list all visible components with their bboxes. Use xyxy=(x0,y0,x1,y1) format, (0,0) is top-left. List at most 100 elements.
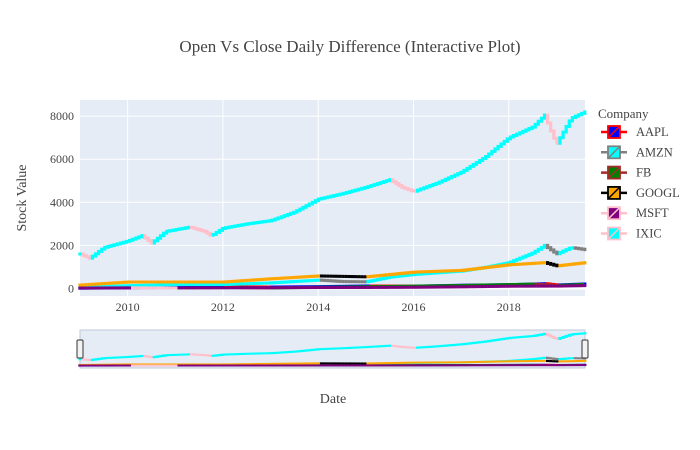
googl-slider-candle xyxy=(583,359,587,362)
googl-slider-candle xyxy=(189,363,194,366)
amzn-slider-candle xyxy=(536,357,540,360)
googl-slider-candle xyxy=(323,362,327,365)
googl-candle xyxy=(425,270,429,274)
ixic-slider-candle xyxy=(468,342,472,345)
googl-candle xyxy=(375,274,379,278)
amzn-candle xyxy=(530,251,534,256)
msft-slider-candle xyxy=(422,364,426,367)
googl-candle xyxy=(542,261,547,265)
legend: AAPL AMZN FB GOOGL MSFT IXIC xyxy=(601,125,680,241)
ixic-slider-candle xyxy=(450,344,454,347)
amzn-candle xyxy=(162,283,166,287)
googl-slider-candle xyxy=(397,361,401,364)
msft-slider-candle xyxy=(391,364,395,367)
googl-slider-candle xyxy=(549,360,553,363)
msft-candle xyxy=(165,286,169,290)
msft-candle xyxy=(326,285,330,289)
ixic-slider-candle xyxy=(338,347,342,350)
googl-candle xyxy=(561,263,565,267)
ixic-candle xyxy=(487,152,491,158)
msft-slider-candle xyxy=(177,364,181,367)
ixic-candle xyxy=(521,129,525,135)
msft-slider-candle xyxy=(583,364,587,367)
googl-slider-candle xyxy=(465,361,469,364)
googl-candle xyxy=(134,280,138,284)
ixic-slider-candle xyxy=(100,357,104,360)
amzn-candle xyxy=(131,284,135,288)
legend-item-ixic[interactable]: IXIC xyxy=(601,227,662,241)
range-slider-left-handle[interactable] xyxy=(76,339,84,359)
googl-slider-candle xyxy=(174,363,178,366)
googl-candle xyxy=(131,280,135,284)
amzn-candle xyxy=(183,283,187,287)
amzn-candle xyxy=(236,282,240,286)
msft-candle xyxy=(573,284,578,288)
msft-candle xyxy=(561,284,565,288)
ixic-candle xyxy=(580,111,584,117)
msft-slider-candle xyxy=(326,364,330,367)
msft-slider-candle xyxy=(165,364,169,367)
legend-item-googl[interactable]: GOOGL xyxy=(601,186,680,200)
googl-slider-candle xyxy=(409,361,413,364)
legend-item-fb[interactable]: FB xyxy=(601,166,651,180)
ixic-slider-candle xyxy=(518,336,522,339)
y-tick-label: 4000 xyxy=(50,195,74,209)
googl-slider-candle xyxy=(267,362,271,365)
ixic-candle xyxy=(344,191,348,195)
googl-candle xyxy=(118,280,122,285)
legend-item-msft[interactable]: MSFT xyxy=(601,206,669,220)
ixic-candle xyxy=(372,183,376,188)
googl-slider-candle xyxy=(484,360,488,363)
ixic-slider-candle xyxy=(171,353,175,356)
ixic-candle xyxy=(363,185,367,190)
amzn-slider-candle xyxy=(521,358,525,362)
msft-candle xyxy=(406,285,410,289)
googl-slider-candle xyxy=(186,363,190,366)
googl-slider-candle xyxy=(183,363,187,366)
googl-candle xyxy=(394,272,398,276)
ixic-slider-candle xyxy=(443,344,448,347)
googl-slider-candle xyxy=(555,360,559,363)
msft-candle xyxy=(434,285,438,289)
ixic-slider-candle xyxy=(378,345,382,348)
googl-candle xyxy=(109,281,113,285)
amzn-candle xyxy=(357,280,361,284)
msft-candle xyxy=(515,284,519,288)
googl-slider-candle xyxy=(443,361,448,364)
msft-slider-candle xyxy=(152,364,156,367)
googl-slider-candle xyxy=(354,362,358,365)
ixic-slider-candle xyxy=(137,355,141,358)
fb-candle xyxy=(528,282,532,286)
legend-swatch-diagonal xyxy=(607,226,621,241)
googl-candle xyxy=(508,263,513,267)
msft-slider-candle xyxy=(124,364,129,367)
msft-slider-candle xyxy=(149,364,153,367)
msft-candle xyxy=(103,286,107,290)
amzn-candle xyxy=(344,280,348,284)
amzn-candle xyxy=(360,280,364,284)
fb-candle xyxy=(503,283,507,287)
googl-candle xyxy=(552,262,556,267)
msft-slider-candle xyxy=(446,364,451,367)
amzn-candle xyxy=(388,275,392,280)
legend-item-aapl[interactable]: AAPL xyxy=(601,125,669,139)
ixic-candle xyxy=(332,194,336,198)
ixic-candle xyxy=(412,189,417,193)
range-slider-right-handle[interactable] xyxy=(581,339,589,359)
amzn-candle xyxy=(199,283,203,287)
ixic-candle xyxy=(254,221,259,225)
fb-candle xyxy=(500,283,504,287)
googl-candle xyxy=(298,275,302,279)
amzn-candle xyxy=(295,279,299,284)
msft-slider-candle xyxy=(84,364,88,367)
legend-item-amzn[interactable]: AMZN xyxy=(601,145,673,159)
googl-candle xyxy=(487,265,491,269)
googl-candle xyxy=(580,261,584,265)
googl-candle xyxy=(239,279,243,283)
amzn-candle xyxy=(332,279,336,283)
ixic-candle xyxy=(518,131,522,136)
msft-candle xyxy=(332,285,336,289)
googl-slider-candle xyxy=(140,363,144,366)
ixic-candle xyxy=(295,209,299,214)
googl-candle xyxy=(440,269,444,273)
